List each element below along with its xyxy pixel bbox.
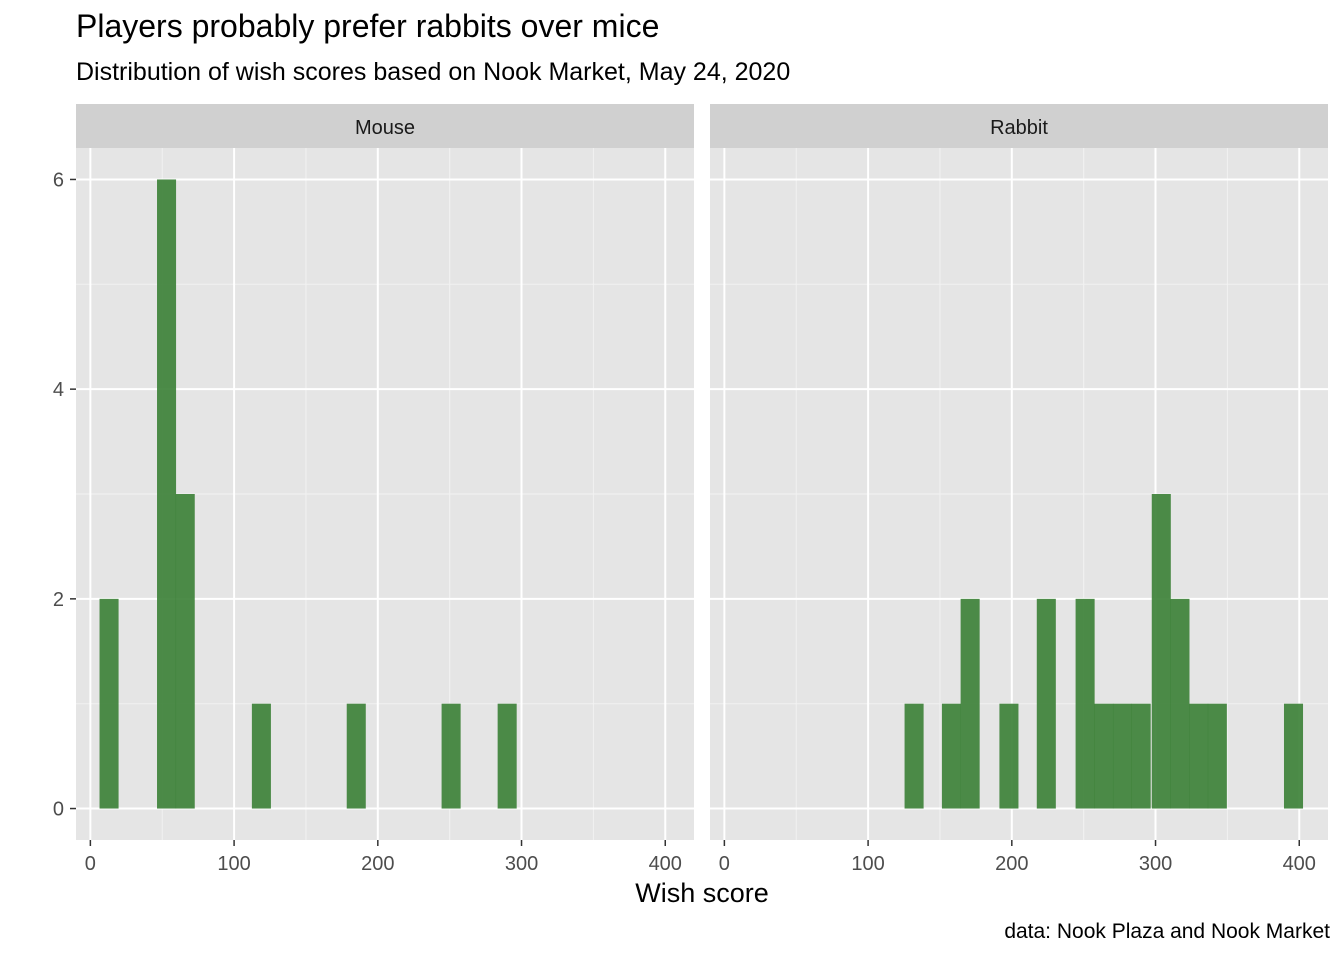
x-tick-label: 0 <box>85 853 96 875</box>
chart-subtitle: Distribution of wish scores based on Noo… <box>76 58 791 86</box>
y-tick-label: 0 <box>53 799 64 821</box>
histogram-bar-rabbit <box>1189 703 1209 809</box>
histogram-bar-rabbit <box>941 703 961 809</box>
histogram-bar-rabbit <box>1075 598 1095 809</box>
facet-label-mouse: Mouse <box>355 117 415 139</box>
chart-title: Players probably prefer rabbits over mic… <box>76 8 660 44</box>
histogram-bar-mouse <box>497 703 517 809</box>
x-tick-label: 200 <box>361 853 394 875</box>
y-tick-label: 6 <box>53 169 64 191</box>
y-tick-label: 4 <box>53 379 64 401</box>
histogram-bar-rabbit <box>1151 494 1171 809</box>
histogram-bar-mouse <box>251 703 271 809</box>
x-tick-label: 100 <box>217 853 250 875</box>
histogram-bar-mouse <box>346 703 366 809</box>
histogram-bar-rabbit <box>1036 598 1056 809</box>
facet-strip-mouse <box>76 104 694 148</box>
x-tick-label: 0 <box>719 853 730 875</box>
x-tick-label: 400 <box>1283 853 1316 875</box>
chart-caption: data: Nook Plaza and Nook Market <box>1004 920 1330 943</box>
x-tick-label: 400 <box>649 853 682 875</box>
facet-strip-rabbit <box>710 104 1328 148</box>
histogram-bar-rabbit <box>1207 703 1227 809</box>
histogram-bar-mouse <box>175 494 195 809</box>
histogram-bar-rabbit <box>1112 703 1133 809</box>
histogram-bar-rabbit <box>1131 703 1151 809</box>
histogram-bar-rabbit <box>960 598 980 809</box>
histogram-bar-mouse <box>441 703 461 809</box>
x-axis-title: Wish score <box>635 878 769 908</box>
histogram-bar-rabbit <box>1094 703 1114 809</box>
x-tick-label: 200 <box>995 853 1028 875</box>
histogram-bar-rabbit <box>999 703 1019 809</box>
histogram-bar-mouse <box>99 598 119 809</box>
x-tick-label: 300 <box>1139 853 1172 875</box>
y-tick-label: 2 <box>53 589 64 611</box>
x-tick-label: 300 <box>505 853 538 875</box>
histogram-bar-rabbit <box>1283 703 1304 809</box>
histogram-bar-rabbit <box>1170 598 1190 809</box>
x-tick-label: 100 <box>851 853 884 875</box>
facet-label-rabbit: Rabbit <box>990 117 1048 139</box>
histogram-bar-rabbit <box>904 703 924 809</box>
histogram-bar-mouse <box>157 179 177 809</box>
